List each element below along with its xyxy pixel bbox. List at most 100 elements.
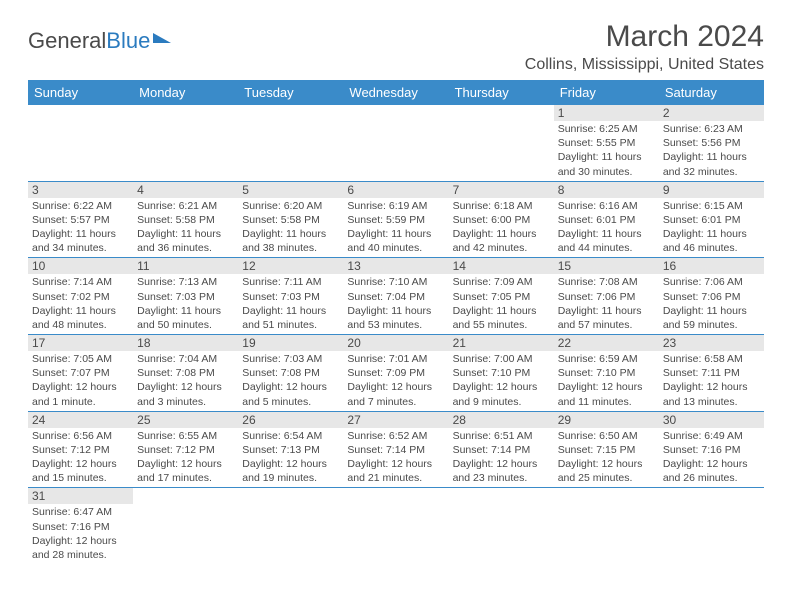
calendar-day-cell: 27Sunrise: 6:52 AMSunset: 7:14 PMDayligh…: [343, 411, 448, 488]
day-details: Sunrise: 7:11 AMSunset: 7:03 PMDaylight:…: [238, 274, 343, 334]
calendar-day-cell: 3Sunrise: 6:22 AMSunset: 5:57 PMDaylight…: [28, 181, 133, 258]
day-number: 6: [343, 182, 448, 198]
day-number: 26: [238, 412, 343, 428]
calendar-empty-cell: [28, 105, 133, 181]
calendar-week-row: 10Sunrise: 7:14 AMSunset: 7:02 PMDayligh…: [28, 258, 764, 335]
day-number: 31: [28, 488, 133, 504]
calendar-day-cell: 19Sunrise: 7:03 AMSunset: 7:08 PMDayligh…: [238, 335, 343, 412]
header: GeneralBlue March 2024 Collins, Mississi…: [28, 20, 764, 74]
brand-logo: GeneralBlue: [28, 28, 171, 54]
day-details: Sunrise: 6:16 AMSunset: 6:01 PMDaylight:…: [554, 198, 659, 258]
weekday-header: Saturday: [659, 80, 764, 105]
day-number: 8: [554, 182, 659, 198]
weekday-header: Friday: [554, 80, 659, 105]
day-number: 9: [659, 182, 764, 198]
calendar-day-cell: 8Sunrise: 6:16 AMSunset: 6:01 PMDaylight…: [554, 181, 659, 258]
day-number: 5: [238, 182, 343, 198]
brand-part2: Blue: [106, 28, 150, 54]
day-number: 24: [28, 412, 133, 428]
day-details: Sunrise: 6:23 AMSunset: 5:56 PMDaylight:…: [659, 121, 764, 181]
calendar-day-cell: 28Sunrise: 6:51 AMSunset: 7:14 PMDayligh…: [449, 411, 554, 488]
weekday-header: Tuesday: [238, 80, 343, 105]
calendar-day-cell: 24Sunrise: 6:56 AMSunset: 7:12 PMDayligh…: [28, 411, 133, 488]
day-details: Sunrise: 7:14 AMSunset: 7:02 PMDaylight:…: [28, 274, 133, 334]
day-number: 22: [554, 335, 659, 351]
day-details: Sunrise: 7:05 AMSunset: 7:07 PMDaylight:…: [28, 351, 133, 411]
calendar-day-cell: 15Sunrise: 7:08 AMSunset: 7:06 PMDayligh…: [554, 258, 659, 335]
calendar-day-cell: 22Sunrise: 6:59 AMSunset: 7:10 PMDayligh…: [554, 335, 659, 412]
title-block: March 2024 Collins, Mississippi, United …: [525, 20, 764, 74]
calendar-week-row: 31Sunrise: 6:47 AMSunset: 7:16 PMDayligh…: [28, 488, 764, 564]
day-number: 29: [554, 412, 659, 428]
calendar-day-cell: 6Sunrise: 6:19 AMSunset: 5:59 PMDaylight…: [343, 181, 448, 258]
day-details: Sunrise: 7:13 AMSunset: 7:03 PMDaylight:…: [133, 274, 238, 334]
day-number: 3: [28, 182, 133, 198]
day-details: Sunrise: 7:06 AMSunset: 7:06 PMDaylight:…: [659, 274, 764, 334]
calendar-empty-cell: [238, 488, 343, 564]
day-number: 23: [659, 335, 764, 351]
day-details: Sunrise: 6:54 AMSunset: 7:13 PMDaylight:…: [238, 428, 343, 488]
calendar-day-cell: 7Sunrise: 6:18 AMSunset: 6:00 PMDaylight…: [449, 181, 554, 258]
calendar-week-row: 1Sunrise: 6:25 AMSunset: 5:55 PMDaylight…: [28, 105, 764, 181]
calendar-empty-cell: [554, 488, 659, 564]
day-number: 18: [133, 335, 238, 351]
day-number: 14: [449, 258, 554, 274]
calendar-empty-cell: [449, 105, 554, 181]
calendar-day-cell: 25Sunrise: 6:55 AMSunset: 7:12 PMDayligh…: [133, 411, 238, 488]
day-number: 10: [28, 258, 133, 274]
day-details: Sunrise: 6:22 AMSunset: 5:57 PMDaylight:…: [28, 198, 133, 258]
day-number: 13: [343, 258, 448, 274]
calendar-day-cell: 21Sunrise: 7:00 AMSunset: 7:10 PMDayligh…: [449, 335, 554, 412]
calendar-week-row: 24Sunrise: 6:56 AMSunset: 7:12 PMDayligh…: [28, 411, 764, 488]
day-details: Sunrise: 6:18 AMSunset: 6:00 PMDaylight:…: [449, 198, 554, 258]
calendar-day-cell: 26Sunrise: 6:54 AMSunset: 7:13 PMDayligh…: [238, 411, 343, 488]
calendar-day-cell: 13Sunrise: 7:10 AMSunset: 7:04 PMDayligh…: [343, 258, 448, 335]
day-number: 30: [659, 412, 764, 428]
day-details: Sunrise: 6:59 AMSunset: 7:10 PMDaylight:…: [554, 351, 659, 411]
brand-part1: General: [28, 28, 106, 54]
flag-icon: [153, 33, 171, 43]
day-number: 16: [659, 258, 764, 274]
day-number: 28: [449, 412, 554, 428]
calendar-day-cell: 18Sunrise: 7:04 AMSunset: 7:08 PMDayligh…: [133, 335, 238, 412]
day-number: 25: [133, 412, 238, 428]
day-details: Sunrise: 6:55 AMSunset: 7:12 PMDaylight:…: [133, 428, 238, 488]
calendar-day-cell: 23Sunrise: 6:58 AMSunset: 7:11 PMDayligh…: [659, 335, 764, 412]
day-number: 12: [238, 258, 343, 274]
day-details: Sunrise: 6:15 AMSunset: 6:01 PMDaylight:…: [659, 198, 764, 258]
page-title: March 2024: [525, 20, 764, 54]
day-details: Sunrise: 6:49 AMSunset: 7:16 PMDaylight:…: [659, 428, 764, 488]
calendar-empty-cell: [659, 488, 764, 564]
day-number: 17: [28, 335, 133, 351]
calendar-empty-cell: [133, 488, 238, 564]
location-text: Collins, Mississippi, United States: [525, 56, 764, 74]
day-number: 20: [343, 335, 448, 351]
day-details: Sunrise: 7:01 AMSunset: 7:09 PMDaylight:…: [343, 351, 448, 411]
day-details: Sunrise: 7:03 AMSunset: 7:08 PMDaylight:…: [238, 351, 343, 411]
day-details: Sunrise: 6:50 AMSunset: 7:15 PMDaylight:…: [554, 428, 659, 488]
calendar-day-cell: 5Sunrise: 6:20 AMSunset: 5:58 PMDaylight…: [238, 181, 343, 258]
day-details: Sunrise: 6:25 AMSunset: 5:55 PMDaylight:…: [554, 121, 659, 181]
calendar-empty-cell: [343, 488, 448, 564]
calendar-empty-cell: [238, 105, 343, 181]
calendar-day-cell: 29Sunrise: 6:50 AMSunset: 7:15 PMDayligh…: [554, 411, 659, 488]
calendar-day-cell: 9Sunrise: 6:15 AMSunset: 6:01 PMDaylight…: [659, 181, 764, 258]
day-number: 11: [133, 258, 238, 274]
day-number: 21: [449, 335, 554, 351]
calendar-empty-cell: [343, 105, 448, 181]
calendar-day-cell: 4Sunrise: 6:21 AMSunset: 5:58 PMDaylight…: [133, 181, 238, 258]
day-details: Sunrise: 6:58 AMSunset: 7:11 PMDaylight:…: [659, 351, 764, 411]
calendar-day-cell: 16Sunrise: 7:06 AMSunset: 7:06 PMDayligh…: [659, 258, 764, 335]
calendar-day-cell: 30Sunrise: 6:49 AMSunset: 7:16 PMDayligh…: [659, 411, 764, 488]
calendar-day-cell: 20Sunrise: 7:01 AMSunset: 7:09 PMDayligh…: [343, 335, 448, 412]
day-number: 4: [133, 182, 238, 198]
day-details: Sunrise: 6:20 AMSunset: 5:58 PMDaylight:…: [238, 198, 343, 258]
weekday-header: Monday: [133, 80, 238, 105]
day-details: Sunrise: 6:56 AMSunset: 7:12 PMDaylight:…: [28, 428, 133, 488]
calendar-week-row: 17Sunrise: 7:05 AMSunset: 7:07 PMDayligh…: [28, 335, 764, 412]
day-number: 15: [554, 258, 659, 274]
calendar-table: SundayMondayTuesdayWednesdayThursdayFrid…: [28, 80, 764, 564]
day-details: Sunrise: 6:51 AMSunset: 7:14 PMDaylight:…: [449, 428, 554, 488]
calendar-day-cell: 14Sunrise: 7:09 AMSunset: 7:05 PMDayligh…: [449, 258, 554, 335]
calendar-empty-cell: [449, 488, 554, 564]
